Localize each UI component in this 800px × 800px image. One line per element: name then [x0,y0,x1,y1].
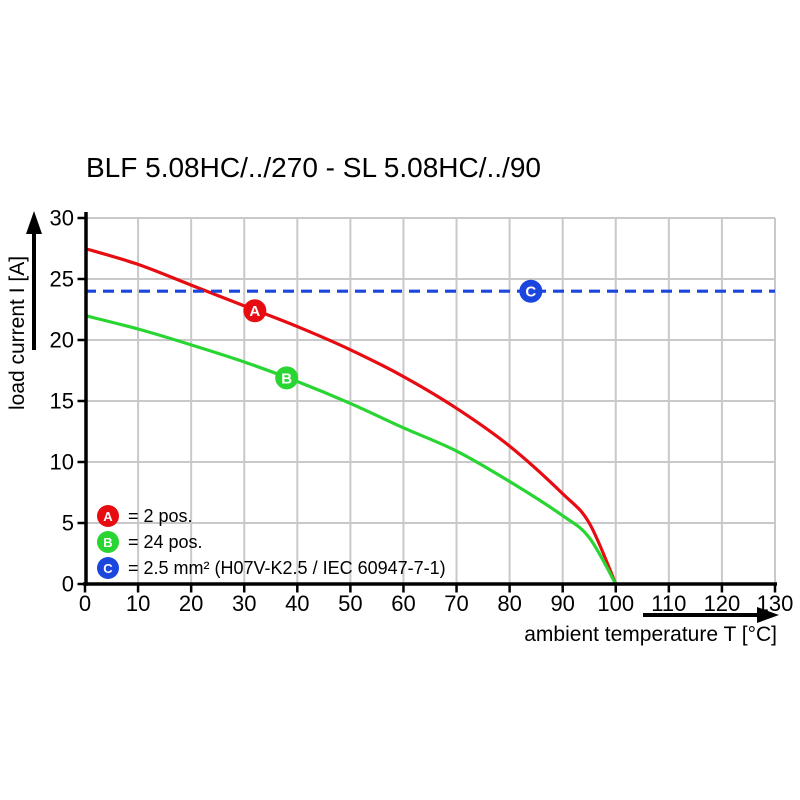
legend-label-a: = 2 pos. [128,505,193,526]
x-axis-arrow-head [757,607,779,623]
x-axis-label: ambient temperature T [°C] [524,623,777,646]
legend-marker-c-icon: C [97,557,119,579]
curve-marker-C: C [519,279,543,303]
grid-layer [85,217,776,584]
curve-B [84,314,618,585]
x-tick-label: 40 [285,591,309,616]
curve-marker-C-letter: C [525,284,536,301]
x-tick-label: 80 [497,591,521,616]
legend-item-a: A = 2 pos. [97,503,446,529]
legend: A = 2 pos. B = 24 pos. C = 2.5 mm² (H07V… [97,503,446,581]
legend-marker-b-icon: B [97,531,119,553]
series-layer [84,246,775,585]
curve-marker-A-letter: A [249,303,260,320]
curve-marker-C-circle [519,279,543,303]
legend-label-b: = 24 pos. [128,531,203,552]
legend-marker-a-icon: A [97,505,119,527]
curve-marker-B-circle [275,366,299,390]
marker-layer: A B C [243,279,543,390]
y-tick-label: 15 [50,389,74,414]
x-tick-label: 20 [179,591,203,616]
x-tick-label: 30 [232,591,256,616]
x-tick-label: 120 [704,591,741,616]
tick-layer: 0 10 20 30 40 50 60 70 80 90 100 110 120 130051015202… [50,206,794,617]
x-tick-label: 70 [444,591,468,616]
x-tick-label: 60 [391,591,415,616]
curve-A [84,246,618,585]
x-tick-label: 110 [651,591,686,616]
curve-marker-A: A [243,299,267,323]
legend-label-c: = 2.5 mm² (H07V-K2.5 / IEC 60947-7-1) [128,557,446,578]
y-tick-label: 25 [50,267,74,292]
x-tick-label: 100 [597,591,634,616]
y-tick-label: 10 [50,450,74,475]
chart-title: BLF 5.08HC/../270 - SL 5.08HC/../90 [86,152,541,183]
x-tick-label: 10 [126,591,150,616]
x-tick-label: 90 [550,591,574,616]
x-tick-label: 0 [79,591,91,616]
y-tick-label: 5 [62,511,74,536]
curve-marker-B: B [275,366,299,390]
curve-marker-A-circle [243,299,267,323]
y-axis-label: load current I [A] [6,256,29,410]
y-tick-label: 30 [50,206,74,231]
y-tick-label: 0 [62,572,74,597]
x-tick-label: 50 [338,591,362,616]
legend-item-b: B = 24 pos. [97,529,446,555]
y-tick-label: 20 [50,328,74,353]
curve-marker-B-letter: B [281,370,292,387]
y-axis-arrow-head [26,211,42,234]
legend-item-c: C = 2.5 mm² (H07V-K2.5 / IEC 60947-7-1) [97,555,446,581]
